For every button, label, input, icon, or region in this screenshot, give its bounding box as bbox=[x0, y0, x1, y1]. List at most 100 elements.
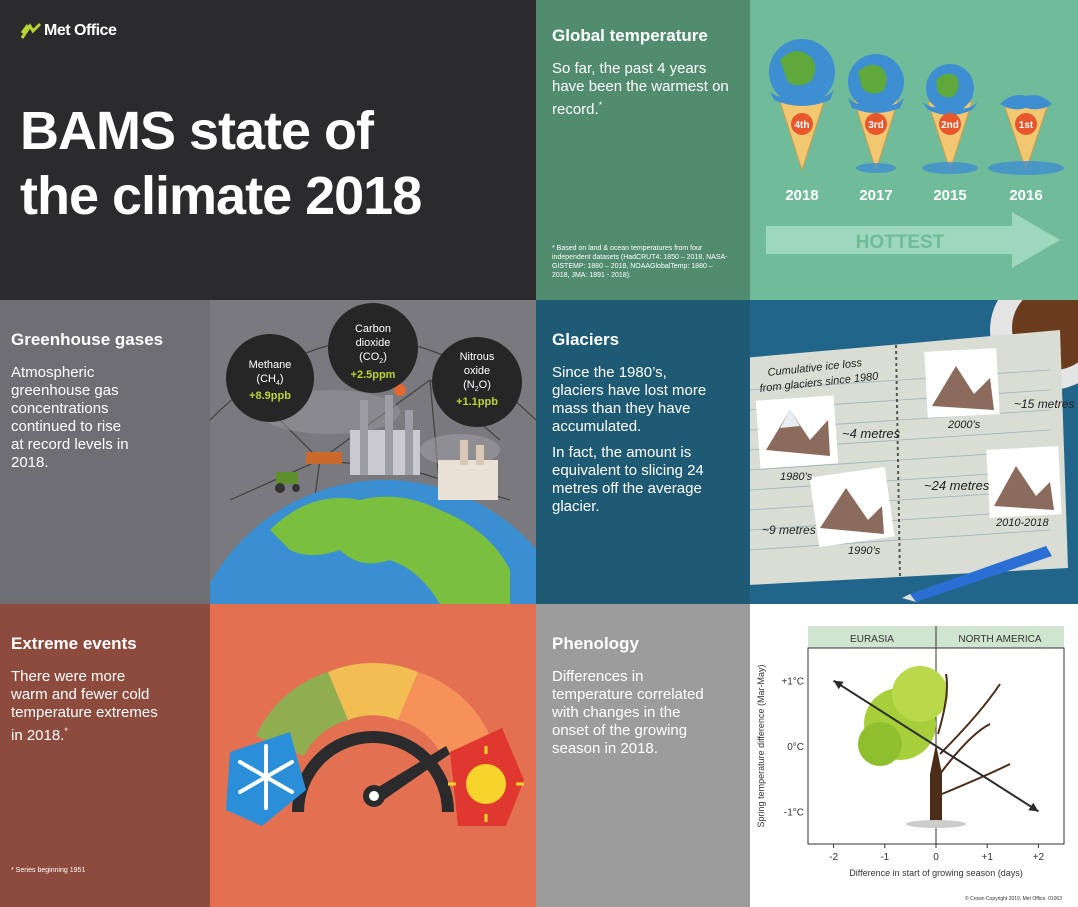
phenology-chart: EURASIA NORTH AMERICA -2 -1 0 +1 +2 +1°C 0°C -1… bbox=[756, 626, 1065, 902]
met-office-logo[interactable]: Met Office bbox=[20, 22, 117, 40]
label-24-metres: ~24 metres bbox=[924, 478, 990, 493]
extreme-illustration-panel bbox=[210, 604, 536, 907]
gauge-arc bbox=[292, 731, 454, 813]
n2o-formula: (N2O) bbox=[463, 379, 491, 393]
photo-1990s bbox=[809, 467, 895, 547]
methane-formula: (CH4) bbox=[256, 373, 283, 387]
photo-2000s bbox=[924, 348, 1000, 418]
gauge-segment-yellow bbox=[328, 663, 418, 720]
pen bbox=[902, 546, 1052, 602]
phenology-text: Differences in temperature correlated wi… bbox=[552, 668, 704, 757]
phenology-text-panel: Phenology Differences in temperature cor… bbox=[536, 604, 750, 907]
greenhouse-text: Atmospheric greenhouse gas concentration… bbox=[11, 364, 129, 471]
n2o-formula-main: (N bbox=[463, 379, 475, 391]
axis-ticks: -2 -1 0 +1 +2 +1°C 0°C -1°C bbox=[781, 677, 1044, 863]
factory bbox=[350, 384, 420, 475]
spiral-binding bbox=[895, 344, 901, 579]
methane-value: +8.9ppb bbox=[249, 390, 291, 402]
earth-land bbox=[270, 496, 510, 604]
copyright-text: © Crown Copyright 2019, Met Office. 0106… bbox=[965, 895, 1062, 902]
greenhouse-heading: Greenhouse gases bbox=[11, 330, 164, 349]
trend-arrowhead-start bbox=[833, 680, 844, 690]
cone-year-2015: 2015 bbox=[933, 187, 966, 204]
extreme-text: There were more warm and fewer cold temp… bbox=[11, 668, 161, 745]
x-tick-label: 0 bbox=[933, 852, 939, 863]
bubble-co2: Carbon dioxide (CO2) +2.5ppm bbox=[328, 303, 418, 393]
bubble-methane: Methane (CH4) +8.9ppb bbox=[226, 334, 314, 422]
photo-1980s bbox=[755, 395, 839, 469]
n2o-label-2: oxide bbox=[464, 365, 490, 377]
cone-2016 bbox=[988, 95, 1064, 175]
global-temperature-cones-panel: 4th 3rd 2nd 1st 2018 2017 2015 2016 HOTT… bbox=[750, 0, 1078, 300]
label-1980s: 1980’s bbox=[780, 471, 813, 483]
extreme-footnote: * Series beginning 1951 bbox=[11, 867, 86, 874]
hottest-label: HOTTEST bbox=[856, 232, 945, 253]
cone-rank-2017: 3rd bbox=[868, 120, 884, 131]
label-2010-2018: 2010-2018 bbox=[995, 517, 1049, 529]
met-office-logo-icon bbox=[20, 22, 42, 39]
y-tick-label: +1°C bbox=[781, 677, 804, 688]
phenology-heading: Phenology bbox=[552, 634, 639, 653]
greenhouse-illustration: Methane (CH4) +8.9ppb Carbon dioxide (CO… bbox=[210, 303, 536, 604]
global-temperature-text-body: So far, the past 4 years have been the w… bbox=[552, 60, 729, 118]
glaciers-illustration-panel: Cumulative ice loss from glaciers since … bbox=[750, 300, 1078, 604]
n2o-formula-sub: 2 bbox=[475, 386, 479, 393]
co2-label-2: dioxide bbox=[356, 337, 391, 349]
logo-text: Met Office bbox=[44, 22, 117, 39]
co2-formula: (CO2) bbox=[359, 351, 387, 365]
hottest-arrow bbox=[766, 212, 1060, 268]
global-temperature-text: So far, the past 4 years have been the w… bbox=[552, 60, 732, 119]
glaciers-text-2: In fact, the amount is equivalent to sli… bbox=[552, 444, 704, 515]
trend-arrow bbox=[833, 679, 1039, 813]
extreme-heading: Extreme events bbox=[11, 634, 137, 653]
glaciers-text-panel: Glaciers Since the 1980’s, glaciers have… bbox=[536, 300, 750, 604]
photo-2010-2018 bbox=[986, 446, 1062, 518]
cone-2015 bbox=[922, 64, 978, 174]
extreme-text-body: There were more warm and fewer cold temp… bbox=[11, 668, 158, 744]
n2o-value: +1.1ppb bbox=[456, 396, 498, 408]
global-temperature-heading: Global temperature bbox=[552, 26, 708, 45]
phenology-chart-panel: EURASIA NORTH AMERICA -2 -1 0 +1 +2 +1°C 0°C -1… bbox=[750, 604, 1078, 907]
co2-label: Carbon bbox=[355, 323, 391, 335]
glaciers-text-1: Since the 1980’s, glaciers have lost mor… bbox=[552, 364, 707, 435]
greenhouse-illustration-panel: Methane (CH4) +8.9ppb Carbon dioxide (CO… bbox=[210, 300, 536, 604]
gauge-segment-orange bbox=[398, 672, 490, 756]
n2o-label: Nitrous bbox=[460, 351, 495, 363]
x-tick-label: -1 bbox=[880, 852, 889, 863]
title-panel: Met Office BAMS state of the climate 201… bbox=[0, 0, 536, 300]
extreme-text-panel: Extreme events There were more warm and … bbox=[0, 604, 210, 907]
methane-label: Methane bbox=[249, 359, 292, 371]
page-title-line1: BAMS state of bbox=[20, 101, 374, 161]
page-title-line2: the climate 2018 bbox=[20, 166, 422, 226]
trend-line bbox=[833, 679, 1039, 813]
y-tick-label: -1°C bbox=[784, 807, 804, 818]
sun-icon bbox=[448, 728, 524, 826]
tractor bbox=[275, 452, 342, 493]
label-4-metres: ~4 metres bbox=[842, 426, 901, 441]
label-9-metres: ~9 metres bbox=[762, 523, 816, 537]
cone-rank-2016: 1st bbox=[1019, 120, 1034, 131]
co2-formula-sub: 2 bbox=[379, 358, 383, 365]
extreme-asterisk: * bbox=[64, 726, 68, 736]
trend-arrowhead-end bbox=[1028, 802, 1039, 812]
n2o-formula-end: O) bbox=[479, 379, 491, 391]
cone-year-2017: 2017 bbox=[859, 187, 892, 204]
x-axis-label: Difference in start of growing season (d… bbox=[849, 868, 1022, 878]
cone-2017 bbox=[848, 54, 904, 173]
global-temperature-footnote: * Based on land & ocean temperatures fro… bbox=[552, 245, 728, 279]
ice-cream-cones-illustration: 4th 3rd 2nd 1st 2018 2017 2015 2016 HOTT… bbox=[766, 39, 1064, 268]
glacier-notebook-illustration: Cumulative ice loss from glaciers since … bbox=[750, 300, 1078, 602]
y-tick-label: 0°C bbox=[787, 742, 804, 753]
cone-rank-2018: 4th bbox=[795, 120, 810, 131]
label-15-metres: ~15 metres bbox=[1014, 397, 1074, 411]
co2-value: +2.5ppm bbox=[351, 369, 396, 381]
panel-label-eurasia: EURASIA bbox=[850, 634, 894, 645]
glaciers-heading: Glaciers bbox=[552, 330, 620, 349]
cone-year-2018: 2018 bbox=[785, 187, 818, 204]
co2-formula-end: ) bbox=[383, 351, 387, 363]
x-tick-label: -2 bbox=[829, 852, 838, 863]
x-tick-label: +2 bbox=[1033, 852, 1045, 863]
temperature-gauge-illustration bbox=[226, 663, 524, 826]
x-tick-label: +1 bbox=[981, 852, 993, 863]
gauge-needle bbox=[370, 746, 450, 804]
